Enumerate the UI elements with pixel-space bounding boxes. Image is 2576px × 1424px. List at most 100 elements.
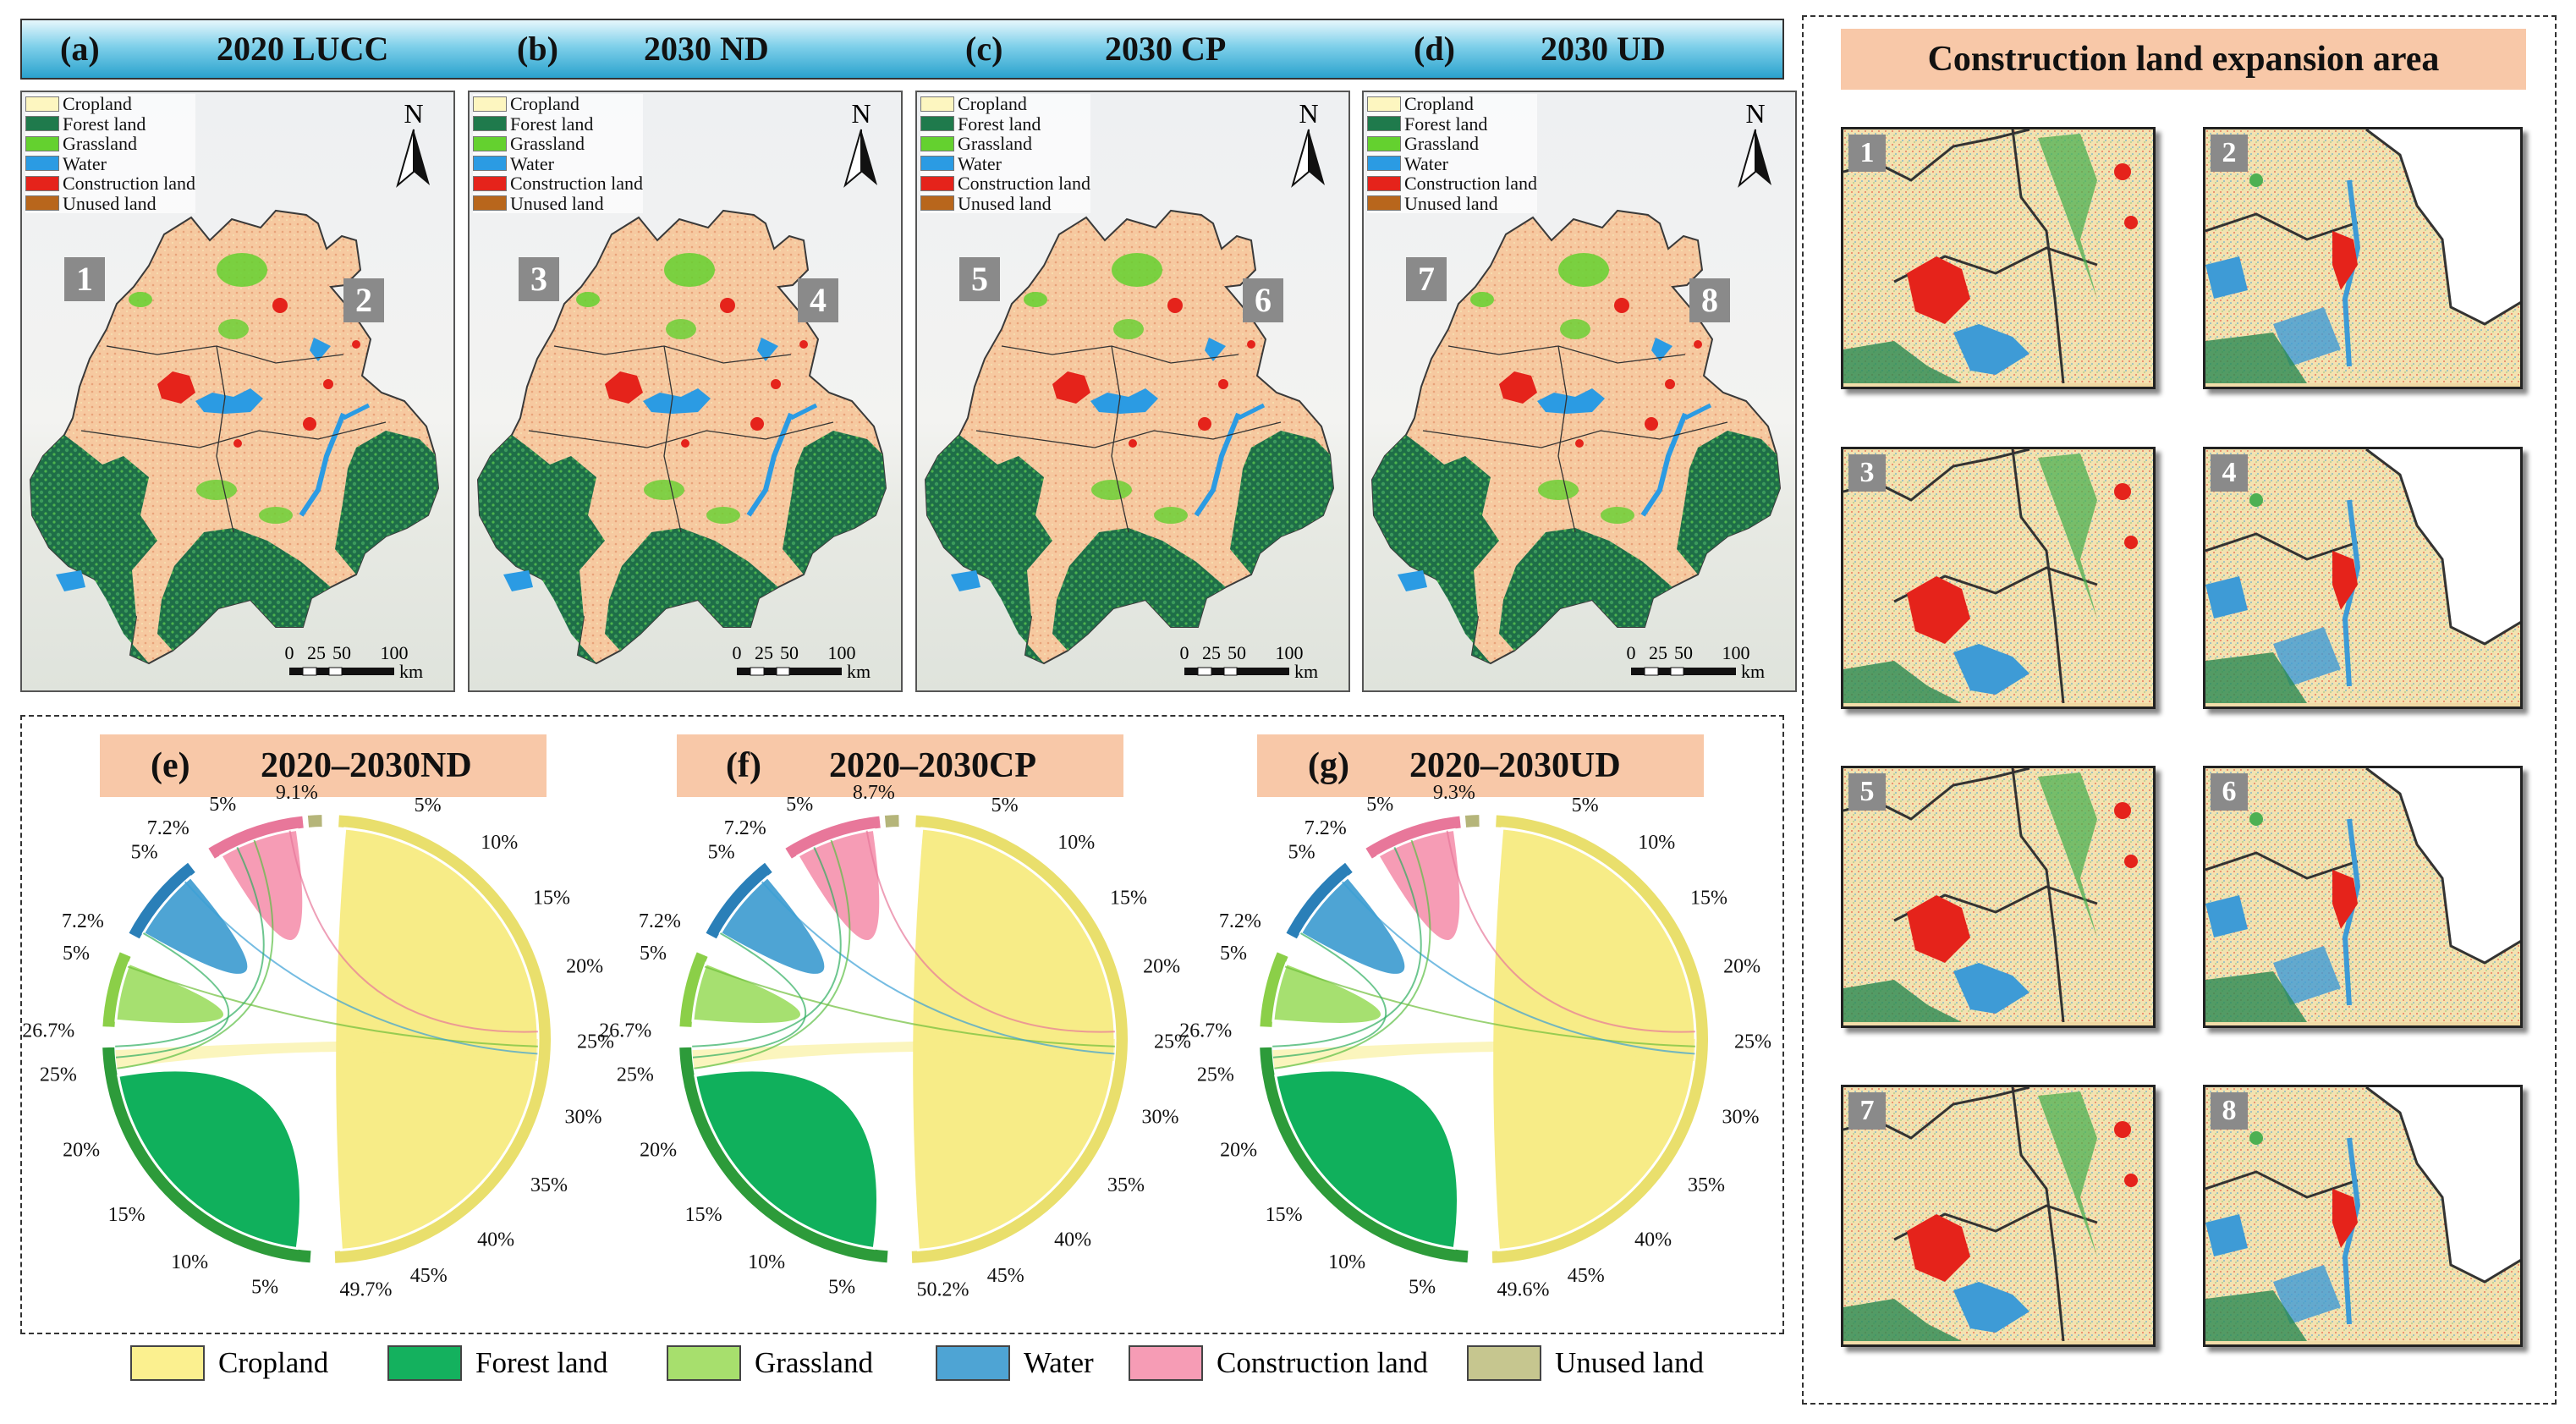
tick-label-right: 15% — [1110, 887, 1147, 909]
legend-swatch-cropland — [25, 96, 59, 112]
tick-label-left: 5% — [209, 794, 236, 816]
svg-text:N: N — [404, 98, 423, 129]
inset-map-1: 1 — [1841, 127, 2156, 389]
link-cropland-construction — [288, 830, 538, 1033]
chord-water — [1299, 875, 1408, 976]
svg-text:0: 0 — [733, 642, 742, 663]
tick-label-left: 20% — [640, 1140, 677, 1162]
chord-grassland — [691, 961, 803, 1025]
chord-water — [718, 875, 827, 976]
tick-label-right: 35% — [1107, 1174, 1145, 1196]
region-number-4: 4 — [798, 278, 838, 322]
link-cropland-water — [184, 881, 538, 1055]
svg-text:km: km — [847, 661, 871, 682]
legend-swatch — [936, 1345, 1010, 1381]
tick-label-right: 45% — [410, 1265, 448, 1287]
chord-grassland — [1272, 961, 1383, 1025]
link-forest-grassland — [694, 839, 851, 1069]
north-arrow-icon: N — [393, 97, 435, 189]
legend-swatch-cropland — [473, 96, 507, 112]
tick-label-left: 5% — [708, 842, 735, 864]
legend-swatch-cropland — [1367, 96, 1401, 112]
legend-swatch — [1467, 1345, 1541, 1381]
chord-diagram-f: 5% 10% 15% 20% 25% 30% 35% 40% 45% 5% 7.2% 5% 7.2% 5%… — [599, 782, 1191, 1300]
chord-diagram-box — [20, 715, 1784, 1334]
inset-map-6: 6 — [2203, 766, 2523, 1028]
svg-text:25: 25 — [307, 642, 326, 663]
inset-number-7: 7 — [1848, 1092, 1886, 1130]
bottom-percentage-label: 49.6% — [1497, 1279, 1549, 1301]
legend-swatch-forest — [920, 116, 954, 132]
scale-bar: 0 25 50 100 km — [732, 641, 901, 688]
tick-label-left: 5% — [828, 1277, 855, 1299]
tick-label-right: 5% — [991, 794, 1019, 816]
svg-text:0: 0 — [1180, 642, 1189, 663]
map-legend: Cropland Forest land Grassland Water Con… — [1367, 94, 1538, 213]
svg-text:0: 0 — [1627, 642, 1636, 663]
tick-label-left: 10% — [1328, 1251, 1365, 1273]
map-panel-b: Cropland Forest land Grassland Water Con… — [468, 91, 903, 692]
chord-forest — [117, 1069, 302, 1251]
legend-item-grassland: Grassland — [667, 1345, 873, 1381]
bottom-percentage-label: 50.2% — [916, 1279, 969, 1301]
legend-item-forest-land: Forest land — [387, 1345, 608, 1381]
svg-text:25: 25 — [1202, 642, 1221, 663]
svg-text:km: km — [1741, 661, 1765, 682]
chord-title-f: (f) 2020–2030CP — [677, 734, 1123, 797]
map-panel-a: Cropland Forest land Grassland Water Con… — [20, 91, 455, 692]
legend-swatch-grassland — [920, 135, 954, 151]
inset-map-4: 4 — [2203, 447, 2523, 709]
link-forest-construction — [692, 847, 842, 1047]
inset-number-4: 4 — [2211, 454, 2248, 492]
svg-text:0: 0 — [285, 642, 294, 663]
tick-label-left: 25% — [617, 1064, 654, 1086]
tick-label-left: 26.7% — [22, 1020, 74, 1042]
top-percentage-label: 8.7% — [853, 782, 895, 804]
tick-label-right: 40% — [1634, 1229, 1672, 1251]
svg-text:100: 100 — [1276, 642, 1304, 663]
ring-unused — [882, 813, 901, 830]
svg-text:100: 100 — [1722, 642, 1750, 663]
tick-label-right: 5% — [415, 794, 442, 816]
panel-a-title: (a) 2020 LUCC — [60, 30, 389, 68]
tick-label-left: 5% — [640, 943, 667, 965]
top-percentage-label: 9.3% — [1433, 782, 1475, 804]
tick-label-right: 15% — [533, 887, 570, 909]
tick-label-right: 10% — [1057, 832, 1095, 854]
svg-text:25: 25 — [1649, 642, 1667, 663]
svg-text:50: 50 — [1228, 642, 1246, 663]
tick-label-left: 5% — [1366, 794, 1393, 816]
tick-label-right: 10% — [1638, 832, 1675, 854]
region-number-6: 6 — [1243, 278, 1283, 322]
tick-label-left: 26.7% — [1179, 1020, 1232, 1042]
tick-label-right: 20% — [1723, 955, 1760, 977]
legend-swatch-forest — [25, 116, 59, 132]
tick-label-left: 15% — [108, 1204, 146, 1226]
expansion-area-box — [1802, 15, 2557, 1405]
inset-number-8: 8 — [2211, 1092, 2248, 1130]
tick-label-left: 7.2% — [147, 817, 189, 839]
inset-number-2: 2 — [2211, 135, 2248, 172]
link-forest-grassland — [117, 839, 274, 1069]
tick-label-left: 26.7% — [599, 1020, 651, 1042]
svg-text:100: 100 — [828, 642, 856, 663]
inset-number-1: 1 — [1848, 135, 1886, 172]
ring-unused — [305, 813, 324, 830]
svg-text:50: 50 — [332, 642, 351, 663]
legend-swatch-unused — [473, 195, 507, 212]
region-number-3: 3 — [519, 257, 559, 301]
svg-text:N: N — [1745, 98, 1765, 129]
chord-diagram-g: 5% 10% 15% 20% 25% 30% 35% 40% 45% 5% 7.2% 5% 7.2% 5%… — [1179, 782, 1771, 1300]
map-panel-d: Cropland Forest land Grassland Water Con… — [1362, 91, 1797, 692]
tick-label-left: 7.2% — [724, 817, 766, 839]
svg-text:N: N — [851, 98, 871, 129]
tick-label-left: 7.2% — [1219, 910, 1261, 932]
tick-label-right: 20% — [566, 955, 603, 977]
region-number-7: 7 — [1406, 257, 1447, 301]
tick-label-right: 30% — [1722, 1106, 1760, 1128]
legend-swatch-forest — [473, 116, 507, 132]
legend-swatch-grassland — [473, 135, 507, 151]
tick-label-left: 7.2% — [1304, 817, 1347, 839]
tick-label-right: 35% — [1688, 1174, 1725, 1196]
